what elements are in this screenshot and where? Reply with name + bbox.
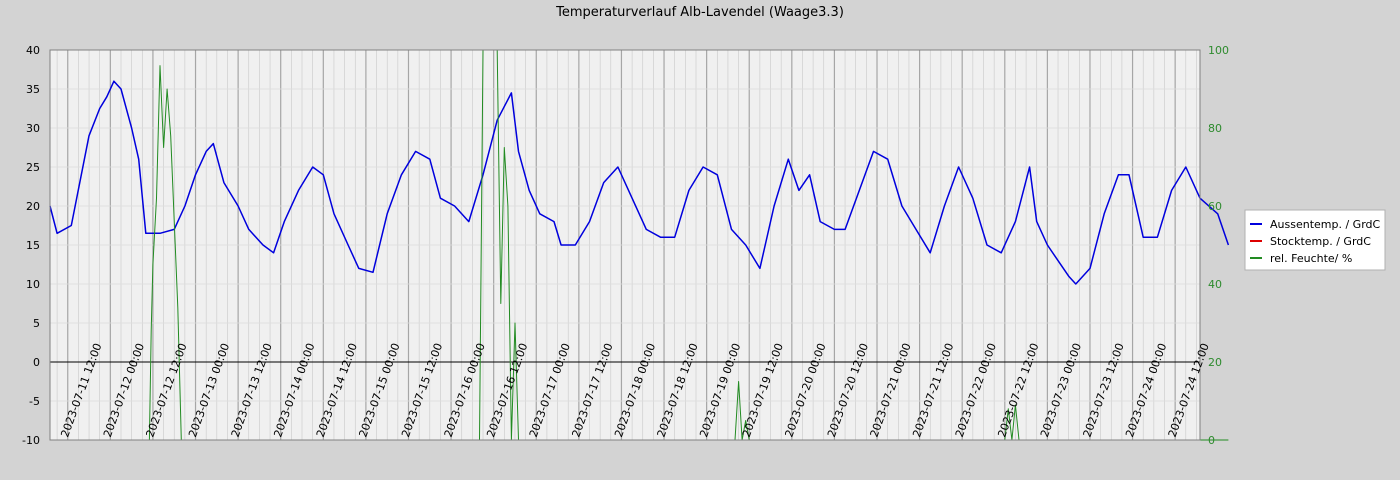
y-right-tick-label: 40 (1208, 278, 1222, 291)
y-left-tick-label: -5 (29, 395, 40, 408)
y-left-tick-label: 15 (26, 239, 40, 252)
legend: Aussentemp. / GrdC Stocktemp. / GrdC rel. … (1244, 209, 1386, 271)
y-left-tick-label: 0 (33, 356, 40, 369)
plot-frame (49, 49, 1201, 441)
y-left-tick-label: 30 (26, 122, 40, 135)
legend-box (1244, 209, 1386, 271)
legend-label: Stocktemp. / GrdC (1270, 235, 1371, 248)
y-right-tick-label: 0 (1208, 434, 1215, 447)
y-left-tick-label: -10 (22, 434, 40, 447)
y-left-tick-label: 10 (26, 278, 40, 291)
y-right-tick-label: 80 (1208, 122, 1222, 135)
y-left-tick-label: 5 (33, 317, 40, 330)
legend-label: rel. Feuchte/ % (1270, 252, 1352, 265)
y-right-tick-label: 60 (1208, 200, 1222, 213)
y-left-tick-label: 20 (26, 200, 40, 213)
y-right-tick-label: 100 (1208, 44, 1229, 57)
y-right-tick-label: 20 (1208, 356, 1222, 369)
y-left-tick-label: 40 (26, 44, 40, 57)
y-left-tick-label: 25 (26, 161, 40, 174)
series-line-1 (49, 80, 1230, 285)
y-left-tick-label: 35 (26, 83, 40, 96)
legend-label: Aussentemp. / GrdC (1270, 218, 1381, 231)
chart-title: Temperaturverlauf Alb-Lavendel (Waage3.3… (555, 5, 844, 20)
